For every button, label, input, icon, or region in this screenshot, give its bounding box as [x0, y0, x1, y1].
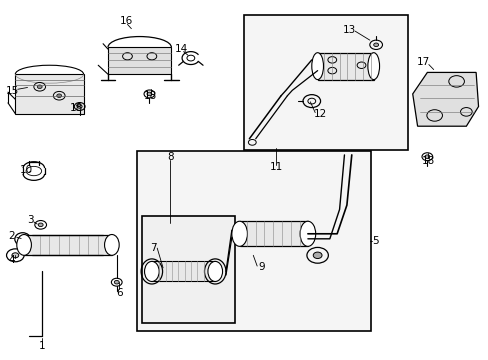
Polygon shape: [15, 74, 83, 114]
Ellipse shape: [57, 94, 61, 98]
Ellipse shape: [37, 85, 42, 89]
Text: 11: 11: [269, 162, 282, 172]
Text: 5: 5: [371, 236, 378, 246]
Text: 17: 17: [416, 57, 429, 67]
Ellipse shape: [12, 253, 19, 258]
Ellipse shape: [147, 92, 152, 96]
Bar: [239, 221, 307, 246]
Text: 18: 18: [144, 91, 157, 101]
Bar: [317, 53, 373, 80]
Ellipse shape: [104, 234, 119, 255]
Ellipse shape: [313, 252, 322, 258]
Ellipse shape: [144, 261, 159, 282]
Text: 2: 2: [8, 231, 15, 240]
Bar: [24, 234, 112, 255]
Ellipse shape: [17, 234, 31, 255]
Text: 7: 7: [150, 243, 156, 253]
Text: 8: 8: [167, 152, 173, 162]
Bar: [152, 261, 215, 282]
Ellipse shape: [424, 155, 429, 158]
Bar: [142, 216, 234, 323]
Ellipse shape: [207, 261, 222, 282]
Text: 9: 9: [258, 262, 264, 272]
Text: 15: 15: [6, 86, 19, 96]
Text: 6: 6: [116, 288, 122, 298]
Polygon shape: [108, 47, 171, 74]
Ellipse shape: [38, 223, 43, 226]
Text: 13: 13: [342, 25, 355, 35]
Ellipse shape: [367, 53, 379, 80]
Text: 14: 14: [174, 44, 187, 54]
Text: 16: 16: [119, 17, 132, 27]
Ellipse shape: [114, 280, 119, 284]
Ellipse shape: [311, 53, 323, 80]
Ellipse shape: [77, 105, 82, 108]
Text: 18: 18: [69, 103, 83, 113]
Ellipse shape: [373, 43, 378, 46]
Bar: [137, 151, 370, 330]
Text: 4: 4: [8, 255, 15, 265]
Polygon shape: [412, 72, 478, 126]
Ellipse shape: [300, 221, 315, 246]
Text: 12: 12: [313, 109, 326, 119]
Bar: [244, 15, 407, 149]
Ellipse shape: [231, 221, 247, 246]
Text: 10: 10: [20, 165, 33, 175]
Text: 3: 3: [27, 215, 34, 225]
Text: 18: 18: [421, 156, 434, 166]
Text: 1: 1: [39, 341, 45, 351]
